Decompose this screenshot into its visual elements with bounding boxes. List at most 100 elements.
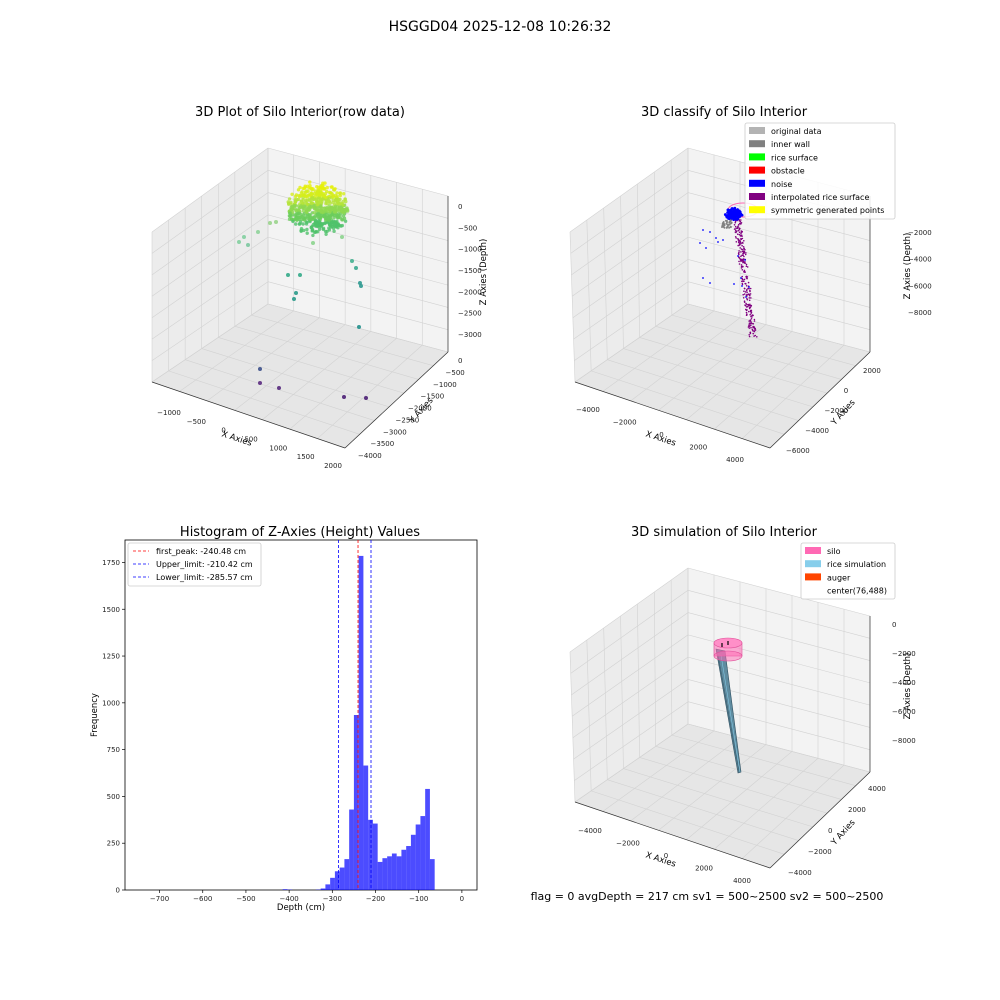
interpolated-surface-dot [745, 285, 748, 287]
point-cloud-dot [302, 204, 306, 208]
interpolated-surface-dot [737, 233, 739, 235]
classify-legend-item-swatch [749, 193, 765, 200]
interpolated-surface-dot [750, 318, 753, 320]
raw-y-tick: −2000 [408, 405, 432, 413]
simulation-legend-item-label: center(76,488) [827, 587, 887, 596]
point-cloud-dot [311, 222, 315, 227]
simulation-3d-box [569, 567, 871, 869]
interpolated-surface-dot [737, 244, 739, 247]
x-tick-label: −300 [323, 895, 342, 903]
grid-line [671, 314, 856, 367]
point-cloud-dot [343, 197, 347, 201]
interpolated-surface-dot [740, 255, 742, 258]
interpolated-surface-dot [743, 240, 745, 242]
interpolated-surface-dot [754, 334, 757, 337]
interpolated-surface-dot [750, 297, 752, 299]
classify-legend-item-label: obstacle [771, 167, 805, 176]
interpolated-surface-dot [745, 265, 748, 268]
grid-line [570, 590, 689, 674]
histogram-bar [425, 788, 430, 890]
histogram-bar [334, 871, 340, 890]
noise-dot [733, 283, 735, 285]
point-cloud-dot [327, 209, 332, 214]
grid-line [591, 790, 785, 855]
interpolated-surface-dot [733, 228, 736, 230]
interpolated-surface-dot [738, 260, 740, 263]
interpolated-surface-dot [741, 230, 743, 233]
grid-line [687, 303, 871, 353]
noise-dot [722, 239, 724, 241]
point-cloud-dot [343, 219, 348, 223]
point-cloud-dot [317, 227, 322, 231]
y-tick-label: 1500 [102, 606, 120, 614]
point-cloud-dot [288, 211, 292, 215]
point-cloud-dot [305, 231, 309, 235]
simulation-x-tick: 2000 [695, 865, 713, 873]
point-cloud-dot [324, 232, 328, 236]
interpolated-surface-dot [746, 303, 748, 306]
noise-dot [741, 285, 743, 287]
histogram-bar [396, 856, 402, 890]
simulation-z-tick: −2000 [892, 650, 916, 658]
simulation-z-tick: −4000 [892, 679, 916, 687]
point-cloud-dot [327, 199, 332, 204]
point-cloud-dot [313, 218, 318, 223]
interpolated-surface-dot [740, 265, 743, 268]
interpolated-surface-dot [748, 299, 751, 302]
simulation-y-tick: 4000 [868, 785, 886, 793]
interpolated-surface-dot [738, 227, 740, 229]
interpolated-surface-dot [741, 280, 743, 283]
left-pane [570, 568, 688, 802]
point-cloud-dot [312, 211, 316, 215]
noise-dot [745, 296, 747, 298]
classify-x-tick: 4000 [726, 456, 744, 464]
interpolated-surface-dot [747, 326, 750, 328]
grid-line [267, 259, 449, 308]
noise-dot [732, 215, 735, 218]
grid-line [670, 579, 673, 736]
grid-line [185, 359, 375, 421]
grid-line [687, 723, 871, 773]
grid-line [586, 639, 592, 791]
grid-line [671, 734, 856, 787]
point-cloud-dot [330, 185, 334, 189]
simulation-legend: silo rice simulation auger center(76,488) [800, 542, 896, 600]
grid-line [687, 612, 871, 661]
point-cloud-dot [317, 220, 322, 224]
point-cloud-outlier [357, 325, 361, 329]
simulation-3d-plot: 3D simulation of Silo Interior −4000 −200… [569, 525, 916, 885]
point-cloud-outlier [298, 273, 302, 277]
histogram-bar [377, 861, 383, 890]
point-cloud-dot [333, 187, 337, 191]
grid-line [179, 310, 294, 392]
interpolated-surface-dot [743, 293, 746, 295]
point-cloud-dot [312, 204, 316, 208]
interpolated-surface-dot [742, 250, 745, 252]
grid-line [655, 325, 842, 380]
inner-wall-dot [728, 223, 731, 226]
grid-line [218, 337, 404, 394]
point-cloud-dot [287, 197, 292, 201]
noise-dot [739, 214, 742, 218]
classify-legend-item-swatch [749, 127, 765, 134]
x-tick-label: −700 [150, 895, 169, 903]
interpolated-surface-dot [740, 251, 742, 253]
grid-line [658, 324, 767, 411]
histogram-bar [282, 889, 288, 890]
grid-line [603, 627, 608, 780]
interpolated-surface-dot [743, 270, 746, 273]
grid-line [569, 567, 689, 653]
grid-line [289, 338, 397, 430]
point-cloud-dot [310, 186, 314, 191]
noise-dot [730, 217, 734, 220]
x-axis-line [574, 801, 771, 869]
classify-legend-item-swatch [749, 140, 765, 148]
point-cloud-dot [327, 228, 332, 232]
interpolated-surface-dot [754, 328, 756, 330]
interpolated-surface-dot [748, 327, 751, 329]
point-cloud-dot [321, 191, 325, 196]
point-cloud-dot [290, 192, 294, 196]
point-cloud-dot [321, 226, 326, 230]
classify-y-tick: −6000 [786, 447, 810, 455]
interpolated-surface-dot [751, 314, 754, 317]
